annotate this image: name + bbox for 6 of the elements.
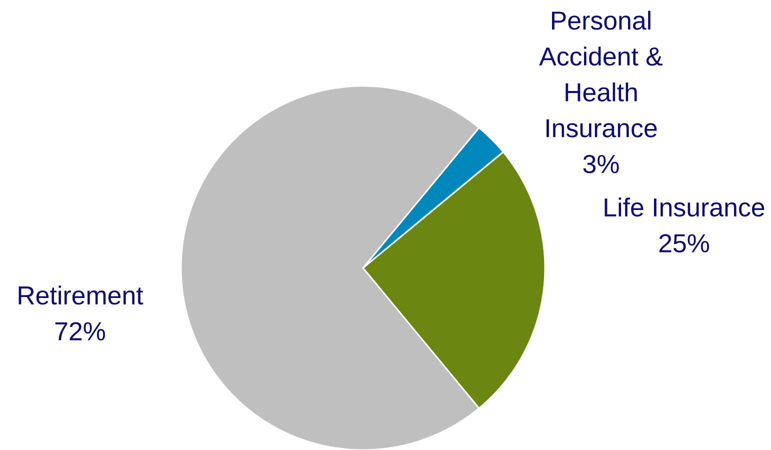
slice-label: Life Insurance bbox=[604, 198, 764, 217]
slice-label: Personal Accident & Health Insurance bbox=[539, 10, 662, 138]
data-label: 72% bbox=[55, 322, 105, 340]
data-label: 25% bbox=[659, 234, 709, 252]
slice-label: Retirement bbox=[18, 286, 144, 305]
data-label: 3% bbox=[583, 154, 619, 174]
